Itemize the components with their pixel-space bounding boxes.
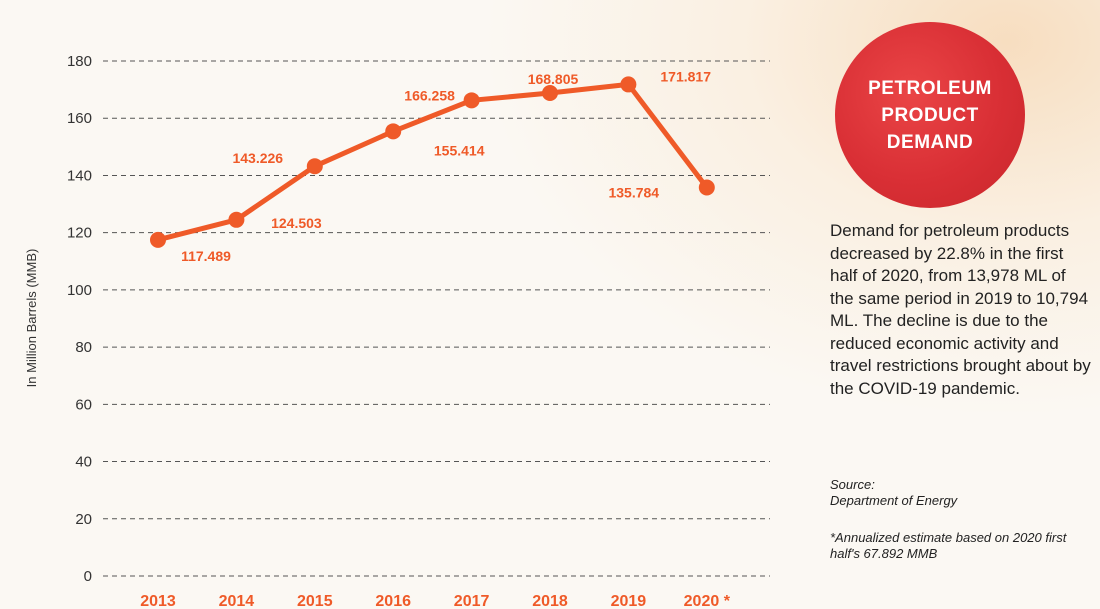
data-label: 168.805 (528, 71, 579, 87)
y-tick-label: 180 (67, 53, 92, 70)
y-tick-label: 160 (67, 110, 92, 127)
data-point (228, 211, 245, 228)
y-tick-label: 140 (67, 167, 92, 184)
chart-title: PETROLEUM PRODUCT DEMAND (868, 77, 992, 153)
source-note: Source: Department of Energy (830, 477, 958, 508)
x-axis-categories: 2013 2014 2015 2016 2017 2018 2019 2020 * (140, 593, 731, 609)
data-point (150, 231, 166, 248)
data-point (306, 158, 323, 175)
x-category-label: 2014 (219, 593, 255, 609)
y-axis-label: In Million Barrels (MMB) (24, 249, 39, 388)
x-category-label: 2017 (454, 593, 490, 609)
series-line (150, 76, 715, 248)
data-point (385, 123, 402, 140)
annualized-footnote: *Annualized estimate based on 2020 first… (830, 530, 1067, 561)
x-category-label: 2018 (532, 593, 568, 609)
data-point (620, 76, 637, 93)
description-text: Demand for petroleum products decreased … (830, 221, 1091, 398)
y-tick-label: 0 (84, 568, 92, 585)
line-chart: 0 20 40 60 80 100 120 140 160 180 In Million Barr… (24, 53, 770, 609)
data-label: 143.226 (232, 150, 283, 166)
data-label: 117.489 (181, 248, 231, 264)
data-label: 166.258 (404, 87, 455, 103)
data-point (463, 92, 480, 109)
data-label: 135.784 (608, 185, 659, 201)
y-tick-label: 80 (75, 339, 92, 356)
gridlines (103, 60, 770, 577)
x-category-label: 2019 (611, 593, 647, 609)
y-tick-label: 20 (75, 511, 92, 528)
x-category-label: 2015 (297, 593, 333, 609)
demand-line (157, 81, 709, 243)
data-labels: 117.489 124.503 143.226 155.414 166.258 168.8… (181, 68, 711, 263)
data-label: 171.817 (660, 68, 711, 84)
y-tick-label: 120 (67, 225, 92, 242)
data-point (542, 85, 558, 102)
x-category-label: 2016 (375, 593, 411, 609)
y-tick-label: 40 (75, 454, 92, 471)
x-category-label: 2013 (140, 593, 176, 609)
x-category-label: 2020 * (684, 593, 731, 609)
title-badge: PETROLEUM PRODUCT DEMAND (835, 22, 1025, 208)
data-label: 124.503 (271, 215, 322, 231)
y-tick-label: 100 (67, 282, 92, 299)
y-axis-ticks: 0 20 40 60 80 100 120 140 160 180 (67, 53, 92, 585)
data-label: 155.414 (434, 142, 485, 158)
data-point (698, 179, 715, 196)
y-tick-label: 60 (75, 396, 92, 413)
